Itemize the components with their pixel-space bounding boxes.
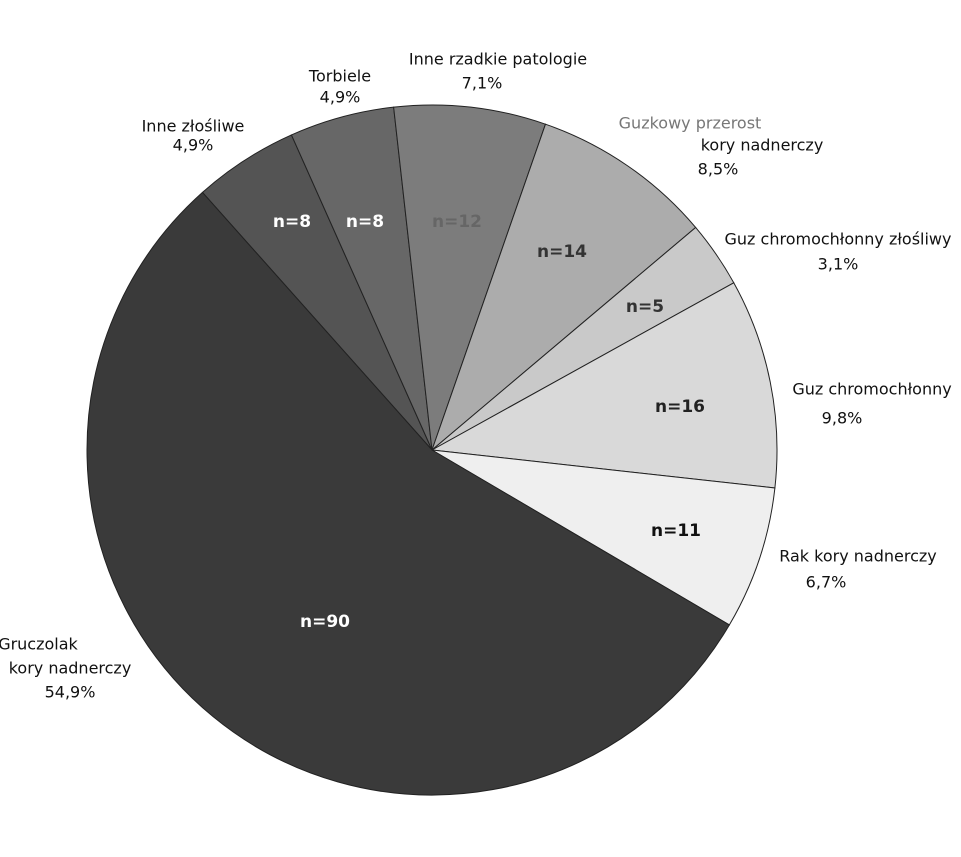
value-label: 8,5% <box>698 160 739 179</box>
slice-label: n=90 <box>300 612 350 632</box>
slice <box>430 282 778 489</box>
category-label: kory nadnerczy <box>9 659 132 678</box>
value-label: 3,1% <box>818 255 859 274</box>
category-label: kory nadnerczy <box>701 136 824 155</box>
slice-label: n=5 <box>626 297 664 317</box>
slice-label: n=11 <box>651 521 701 541</box>
value-label: 4,9% <box>173 136 214 155</box>
value-label: 7,1% <box>462 74 503 93</box>
category-label: Inne rzadkie patologie <box>409 50 587 69</box>
category-label: Guz chromochłonny złośliwy <box>725 230 952 249</box>
category-label: Torbiele <box>308 67 371 86</box>
slice-label: n=8 <box>273 212 311 232</box>
value-label: 9,8% <box>822 409 863 428</box>
value-label: 54,9% <box>45 683 96 702</box>
slice-label: n=16 <box>655 397 705 417</box>
slice-label: n=14 <box>537 242 587 262</box>
slice-label: n=12 <box>432 212 482 232</box>
category-label: Guz chromochłonny <box>792 380 951 399</box>
value-label: 4,9% <box>320 88 361 107</box>
category-label: Gruczolak <box>0 635 79 654</box>
slice <box>86 191 731 796</box>
slice <box>431 449 776 626</box>
slice-label: n=8 <box>346 212 384 232</box>
value-label: 6,7% <box>806 573 847 592</box>
category-label: Inne złośliwe <box>142 117 245 136</box>
slice <box>430 123 697 452</box>
slice <box>393 104 547 451</box>
category-label: Rak kory nadnerczy <box>779 547 937 566</box>
category-label: Guzkowy przerost <box>619 114 762 133</box>
